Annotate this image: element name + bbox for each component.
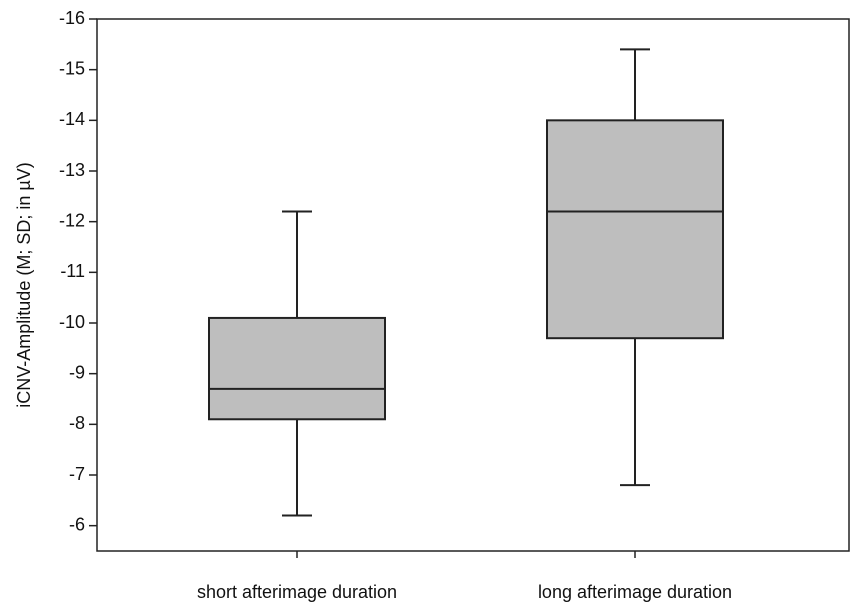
y-tick-label: -8: [69, 413, 85, 433]
box: [208, 316, 386, 421]
y-tick-label: -7: [69, 464, 85, 484]
x-tick-label: short afterimage duration: [197, 582, 397, 602]
plot-frame: [96, 18, 850, 552]
y-axis-label: iCNV-Amplitude (M; SD; in µV): [14, 162, 34, 407]
y-tick-label: -6: [69, 514, 85, 534]
y-tick-label: -13: [59, 160, 85, 180]
x-tick-label: long afterimage duration: [538, 582, 732, 602]
y-tick-label: -12: [59, 210, 85, 230]
box: [546, 119, 724, 340]
y-tick-label: -9: [69, 362, 85, 382]
y-tick-label: -14: [59, 109, 85, 129]
y-tick-label: -16: [59, 8, 85, 28]
y-tick-label: -15: [59, 58, 85, 78]
y-tick-label: -10: [59, 312, 85, 332]
y-tick-label: -11: [60, 261, 85, 281]
